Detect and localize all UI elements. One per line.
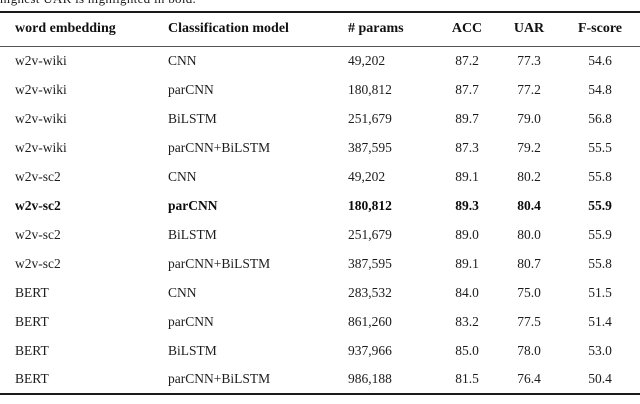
table-row: BERT parCNN+BiLSTM 986,188 81.5 76.4 50.4 <box>0 365 640 394</box>
header-num-params: # params <box>348 21 404 37</box>
cell-fscore: 50.4 <box>588 371 612 386</box>
cell-word-embedding: w2v-wiki <box>15 52 67 68</box>
header-uar: UAR <box>513 21 545 37</box>
cell-num-params: 49,202 <box>348 168 386 184</box>
cell-num-params: 937,966 <box>348 342 392 358</box>
cell-uar: 80.4 <box>517 197 541 213</box>
cell-uar: 77.5 <box>517 313 541 329</box>
cell-fscore: 55.5 <box>588 139 612 155</box>
cell-fscore: 54.8 <box>588 81 612 97</box>
cell-num-params: 180,812 <box>348 81 392 97</box>
cell-classification-model: parCNN+BiLSTM <box>168 371 271 386</box>
cell-fscore: 54.6 <box>588 52 612 68</box>
cell-word-embedding: w2v-wiki <box>15 139 67 155</box>
cell-num-params: 49,202 <box>348 52 386 68</box>
cell-word-embedding: w2v-sc2 <box>15 226 61 242</box>
cell-uar: 75.0 <box>517 284 541 300</box>
cell-fscore: 55.8 <box>588 255 612 271</box>
cell-classification-model: BiLSTM <box>168 342 217 358</box>
table-body: w2v-wiki CNN 49,202 87.2 77.3 54.6 w2v-wiki par… <box>0 46 640 394</box>
table-row: w2v-wiki parCNN 180,812 87.7 77.2 54.8 <box>0 75 640 104</box>
cell-acc: 89.1 <box>455 255 479 271</box>
cell-classification-model: CNN <box>168 52 197 68</box>
cell-uar: 77.2 <box>517 81 541 97</box>
cell-acc: 89.3 <box>455 197 479 213</box>
cell-num-params: 986,188 <box>348 371 392 386</box>
cell-classification-model: parCNN <box>168 197 218 213</box>
cell-acc: 85.0 <box>455 342 479 358</box>
cell-classification-model: parCNN+BiLSTM <box>168 139 271 155</box>
table-row: w2v-sc2 parCNN+BiLSTM 387,595 89.1 80.7 55.8 <box>0 249 640 278</box>
cell-acc: 87.7 <box>455 81 479 97</box>
cell-fscore: 55.8 <box>588 168 612 184</box>
cell-word-embedding: w2v-sc2 <box>15 168 61 184</box>
cell-acc: 81.5 <box>455 371 479 386</box>
table-header: word embedding Classification model # pa… <box>0 12 640 46</box>
cell-acc: 89.0 <box>455 226 479 242</box>
cell-word-embedding: BERT <box>15 342 49 358</box>
cell-word-embedding: w2v-sc2 <box>15 255 61 271</box>
cell-fscore: 55.9 <box>588 197 612 213</box>
cell-uar: 77.3 <box>517 52 541 68</box>
cell-uar: 80.7 <box>517 255 541 271</box>
cell-fscore: 51.5 <box>588 284 612 300</box>
cell-word-embedding: BERT <box>15 284 49 300</box>
cell-num-params: 387,595 <box>348 255 392 271</box>
cell-fscore: 53.0 <box>588 342 612 358</box>
table-row: w2v-wiki parCNN+BiLSTM 387,595 87.3 79.2 55.5 <box>0 133 640 162</box>
cell-uar: 80.2 <box>517 168 541 184</box>
cell-word-embedding: BERT <box>15 371 49 386</box>
table-row: BERT BiLSTM 937,966 85.0 78.0 53.0 <box>0 336 640 365</box>
cell-num-params: 180,812 <box>348 197 392 213</box>
cell-uar: 79.2 <box>517 139 541 155</box>
cell-num-params: 861,260 <box>348 313 392 329</box>
table-row: BERT CNN 283,532 84.0 75.0 51.5 <box>0 278 640 307</box>
table-row: w2v-sc2 CNN 49,202 89.1 80.2 55.8 <box>0 162 640 191</box>
cell-acc: 87.3 <box>455 139 479 155</box>
cell-num-params: 283,532 <box>348 284 392 300</box>
header-acc: ACC <box>451 21 483 37</box>
cell-acc: 89.1 <box>455 168 479 184</box>
cell-classification-model: parCNN+BiLSTM <box>168 255 271 271</box>
cell-acc: 87.2 <box>455 52 479 68</box>
table-header-row: word embedding Classification model # pa… <box>0 12 640 46</box>
header-classification-model: Classification model <box>168 21 289 37</box>
cell-classification-model: parCNN <box>168 81 214 97</box>
cell-word-embedding: BERT <box>15 313 49 329</box>
cell-classification-model: BiLSTM <box>168 226 217 242</box>
table-row: w2v-sc2 parCNN 180,812 89.3 80.4 55.9 <box>0 191 640 220</box>
table-row: w2v-wiki BiLSTM 251,679 89.7 79.0 56.8 <box>0 104 640 133</box>
cell-fscore: 51.4 <box>588 313 612 329</box>
cell-uar: 79.0 <box>517 110 541 126</box>
cell-classification-model: parCNN <box>168 313 214 329</box>
cell-acc: 84.0 <box>455 284 479 300</box>
cell-fscore: 55.9 <box>588 226 612 242</box>
table-caption-clipped: highest UAR is highlighted in bold. <box>0 0 640 6</box>
cell-classification-model: CNN <box>168 284 197 300</box>
cell-uar: 78.0 <box>517 342 541 358</box>
cell-word-embedding: w2v-wiki <box>15 81 67 97</box>
cell-num-params: 251,679 <box>348 110 392 126</box>
results-table: word embedding Classification model # pa… <box>0 11 640 395</box>
header-fscore: F-score <box>577 21 623 37</box>
table-row: BERT parCNN 861,260 83.2 77.5 51.4 <box>0 307 640 336</box>
cell-fscore: 56.8 <box>588 110 612 126</box>
cell-uar: 76.4 <box>517 371 541 386</box>
cell-classification-model: CNN <box>168 168 197 184</box>
cell-num-params: 387,595 <box>348 139 392 155</box>
cell-word-embedding: w2v-sc2 <box>15 197 61 213</box>
cell-word-embedding: w2v-wiki <box>15 110 67 126</box>
cell-acc: 89.7 <box>455 110 479 126</box>
cell-num-params: 251,679 <box>348 226 392 242</box>
cell-classification-model: BiLSTM <box>168 110 217 126</box>
table-row: w2v-sc2 BiLSTM 251,679 89.0 80.0 55.9 <box>0 220 640 249</box>
caption-fragment-text: highest UAR is highlighted in bold. <box>0 0 196 6</box>
header-word-embedding: word embedding <box>15 21 116 37</box>
table-row: w2v-wiki CNN 49,202 87.2 77.3 54.6 <box>0 46 640 75</box>
cell-uar: 80.0 <box>517 226 541 242</box>
cell-acc: 83.2 <box>455 313 479 329</box>
